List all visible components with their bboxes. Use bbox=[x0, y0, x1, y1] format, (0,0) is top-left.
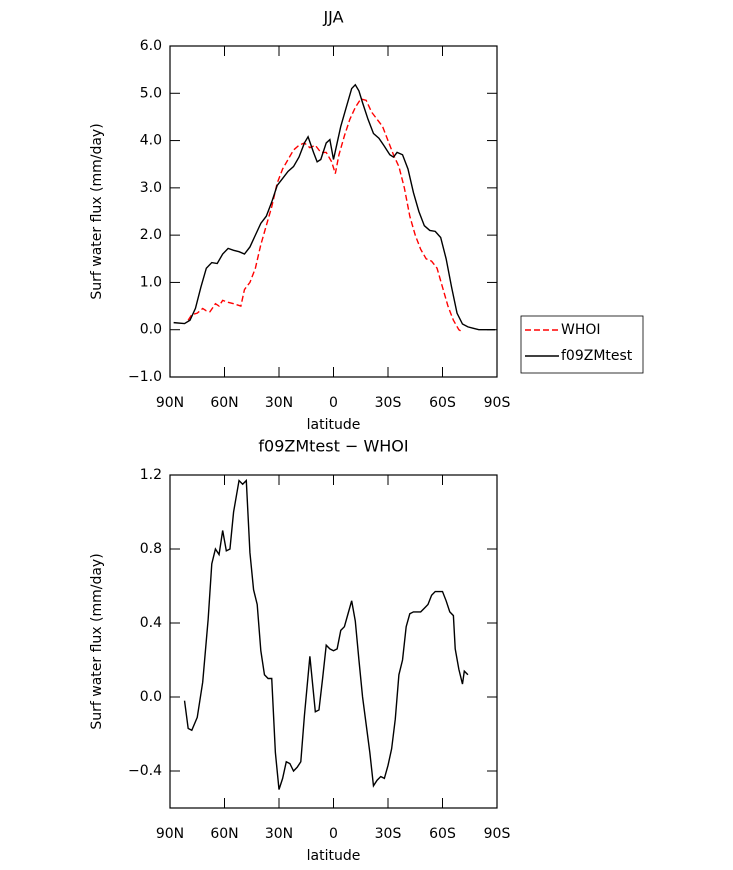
y-tick-label: 1.2 bbox=[140, 467, 162, 483]
y-tick-label: 1.0 bbox=[140, 274, 162, 290]
legend-label: f09ZMtest bbox=[561, 348, 633, 364]
y-tick-label: 2.0 bbox=[140, 227, 162, 243]
x-tick-label: 30N bbox=[265, 395, 293, 411]
y-tick-label: −1.0 bbox=[128, 369, 162, 385]
x-tick-label: 60N bbox=[210, 395, 238, 411]
plot-frame bbox=[169, 474, 498, 809]
chart-title: JJA bbox=[322, 8, 343, 27]
x-tick-label: 90N bbox=[156, 395, 184, 411]
data-line bbox=[183, 478, 469, 790]
x-tick-label: 30S bbox=[375, 395, 402, 411]
data-line bbox=[173, 83, 496, 331]
x-axis-label: latitude bbox=[307, 848, 361, 864]
data-line bbox=[187, 98, 463, 333]
x-axis-label: latitude bbox=[307, 417, 361, 433]
y-tick-label: −0.4 bbox=[128, 763, 162, 779]
x-tick-label: 30N bbox=[265, 826, 293, 842]
y-axis-label: Surf water flux (mm/day) bbox=[89, 123, 105, 299]
y-tick-label: 3.0 bbox=[140, 180, 162, 196]
x-tick-label: 90S bbox=[484, 826, 511, 842]
x-tick-label: 60S bbox=[429, 395, 456, 411]
x-tick-label: 90N bbox=[156, 826, 184, 842]
y-tick-label: 0.0 bbox=[140, 689, 162, 705]
y-tick-label: 0.4 bbox=[140, 615, 162, 631]
y-tick-label: 5.0 bbox=[140, 85, 162, 101]
x-tick-label: 0 bbox=[329, 395, 338, 411]
x-tick-label: 60N bbox=[210, 826, 238, 842]
y-tick-label: 0.0 bbox=[140, 322, 162, 338]
x-tick-label: 90S bbox=[484, 395, 511, 411]
plot-frame bbox=[169, 45, 498, 378]
legend-box bbox=[520, 315, 644, 374]
y-axis-label: Surf water flux (mm/day) bbox=[89, 553, 105, 729]
y-tick-label: 0.8 bbox=[140, 541, 162, 557]
x-tick-label: 0 bbox=[329, 826, 338, 842]
chart-title: f09ZMtest − WHOI bbox=[258, 437, 408, 456]
x-tick-label: 30S bbox=[375, 826, 402, 842]
legend-label: WHOI bbox=[561, 322, 601, 338]
x-tick-label: 60S bbox=[429, 826, 456, 842]
y-tick-label: 4.0 bbox=[140, 133, 162, 149]
y-tick-label: 6.0 bbox=[140, 38, 162, 54]
